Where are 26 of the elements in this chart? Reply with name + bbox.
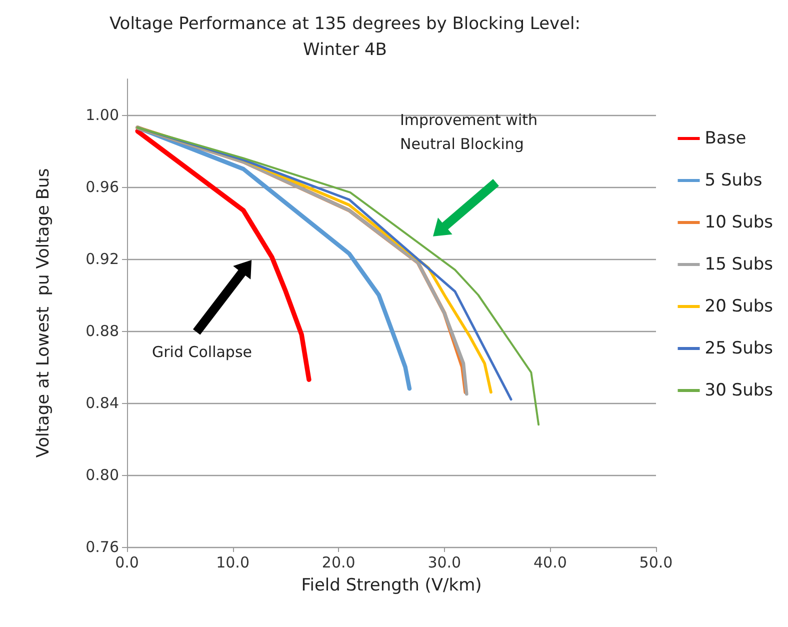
annotation: Grid Collapse: [152, 342, 252, 363]
legend-label: 10 Subs: [704, 212, 774, 232]
annotation: Improvement with Neutral Blocking: [400, 110, 538, 155]
x-tick-label: 50.0: [639, 554, 673, 572]
legend-label: Base: [704, 128, 746, 148]
legend-label: 15 Subs: [704, 254, 774, 274]
y-tick-label: 0.76: [86, 538, 119, 556]
x-tick-label: 10.0: [216, 554, 250, 572]
y-tick-label: 1.00: [86, 106, 119, 124]
legend-label: 5 Subs: [704, 170, 762, 190]
chart-title: Voltage Performance at 135 degrees by Blocking Level: Winter 4B: [109, 14, 581, 60]
legend-label: 25 Subs: [704, 338, 774, 358]
x-tick-label: 40.0: [533, 554, 567, 572]
x-axis-title: Field Strength (V/km): [301, 576, 482, 596]
y-tick-label: 0.92: [86, 250, 119, 268]
x-tick-label: 0.0: [115, 554, 139, 572]
legend-label: 20 Subs: [704, 296, 774, 316]
y-tick-label: 0.80: [86, 466, 119, 484]
legend-label: 30 Subs: [704, 380, 774, 400]
x-tick-label: 30.0: [428, 554, 462, 572]
x-tick-label: 20.0: [322, 554, 356, 572]
y-tick-label: 0.84: [86, 394, 119, 412]
line-series: [135, 128, 312, 382]
y-tick-label: 0.88: [86, 322, 119, 340]
y-axis-title: Voltage at Lowest pu Voltage Bus: [34, 168, 54, 458]
y-tick-label: 0.96: [86, 178, 119, 196]
